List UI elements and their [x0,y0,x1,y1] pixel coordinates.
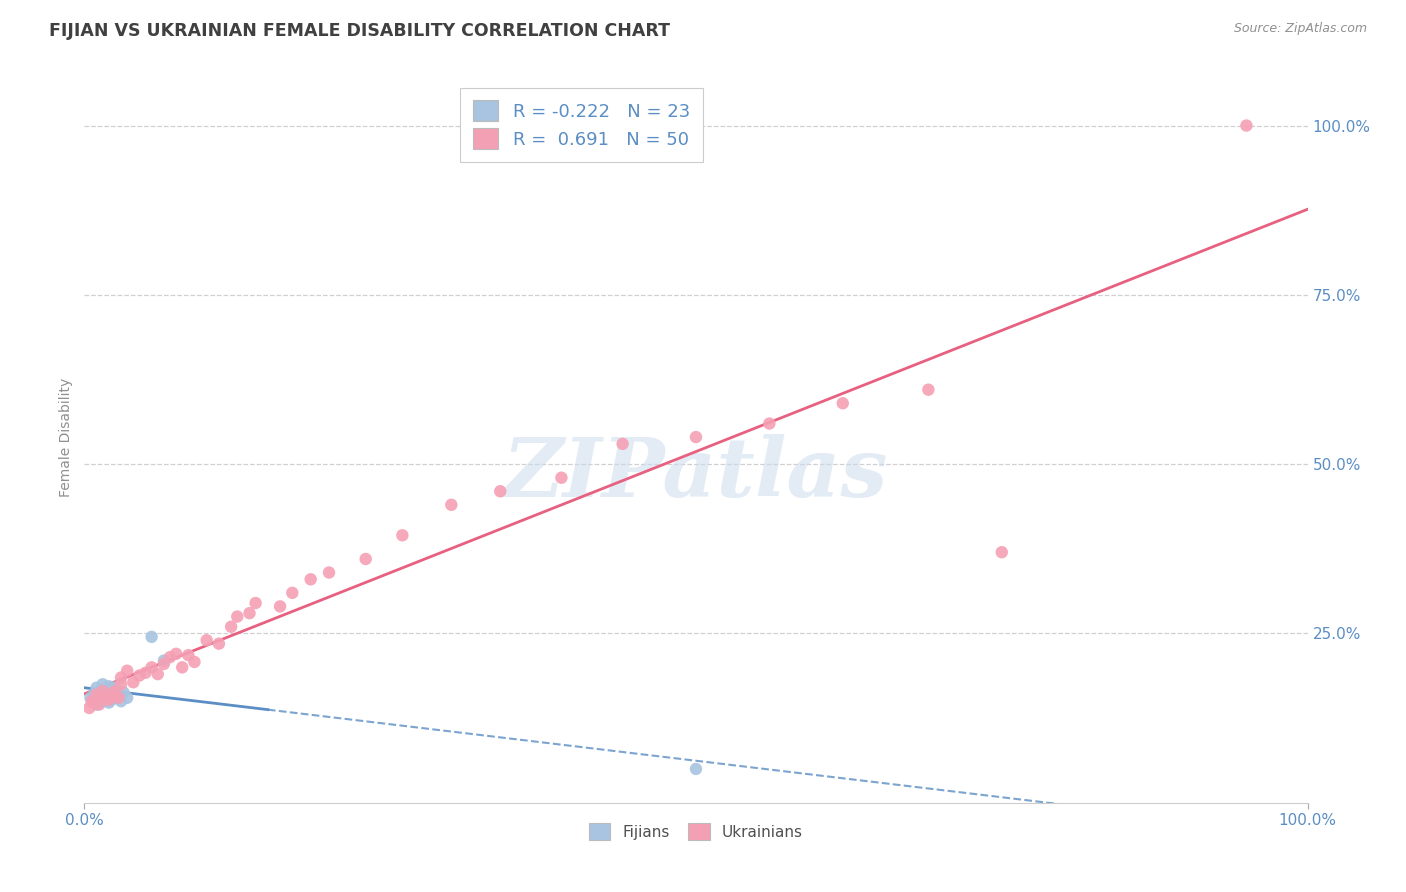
Text: FIJIAN VS UKRAINIAN FEMALE DISABILITY CORRELATION CHART: FIJIAN VS UKRAINIAN FEMALE DISABILITY CO… [49,22,671,40]
Legend: Fijians, Ukrainians: Fijians, Ukrainians [583,816,808,847]
Point [685,430,707,444]
Point [89,684,111,698]
Point [917,383,939,397]
Point [91,677,114,691]
Point [489,484,512,499]
Point [758,417,780,431]
Point [183,655,205,669]
Point [104,689,127,703]
Point [80,694,103,708]
Point [77,701,100,715]
Point [83,696,105,710]
Point [96,689,118,703]
Point [107,690,129,705]
Point [226,609,249,624]
Point [219,620,242,634]
Point [104,684,127,698]
Point [104,690,127,705]
Point [159,650,181,665]
Point [146,667,169,681]
Point [97,696,120,710]
Point [122,675,145,690]
Point [128,668,150,682]
Point [141,630,163,644]
Point [97,693,120,707]
Point [79,690,101,705]
Point [101,686,124,700]
Point [110,677,132,691]
Point [165,647,187,661]
Point [110,671,132,685]
Point [245,596,267,610]
Point [97,679,120,693]
Point [115,664,138,678]
Point [195,633,218,648]
Point [100,693,122,707]
Point [991,545,1014,559]
Point [86,681,108,695]
Point [115,690,138,705]
Point [104,681,127,695]
Text: Source: ZipAtlas.com: Source: ZipAtlas.com [1233,22,1367,36]
Point [208,637,231,651]
Point [550,471,572,485]
Point [91,694,114,708]
Point [612,437,634,451]
Point [112,685,135,699]
Point [86,688,108,702]
Point [86,690,108,705]
Text: ZIPatlas: ZIPatlas [503,434,889,514]
Point [141,660,163,674]
Point [107,689,129,703]
Point [318,566,340,580]
Point [96,681,118,696]
Point [100,688,122,702]
Point [96,690,118,705]
Point [91,684,114,698]
Point [153,654,176,668]
Point [1236,119,1258,133]
Point [391,528,413,542]
Point [685,762,707,776]
Point [269,599,291,614]
Point [354,552,377,566]
Point [172,660,194,674]
Y-axis label: Female Disability: Female Disability [59,377,73,497]
Point [238,606,260,620]
Point [440,498,463,512]
Point [153,657,176,671]
Point [87,690,110,705]
Point [110,694,132,708]
Point [91,689,114,703]
Point [281,586,304,600]
Point [177,648,200,662]
Point [831,396,853,410]
Point [299,572,322,586]
Point [86,698,108,712]
Point [83,688,105,702]
Point [87,698,110,712]
Point [135,665,157,680]
